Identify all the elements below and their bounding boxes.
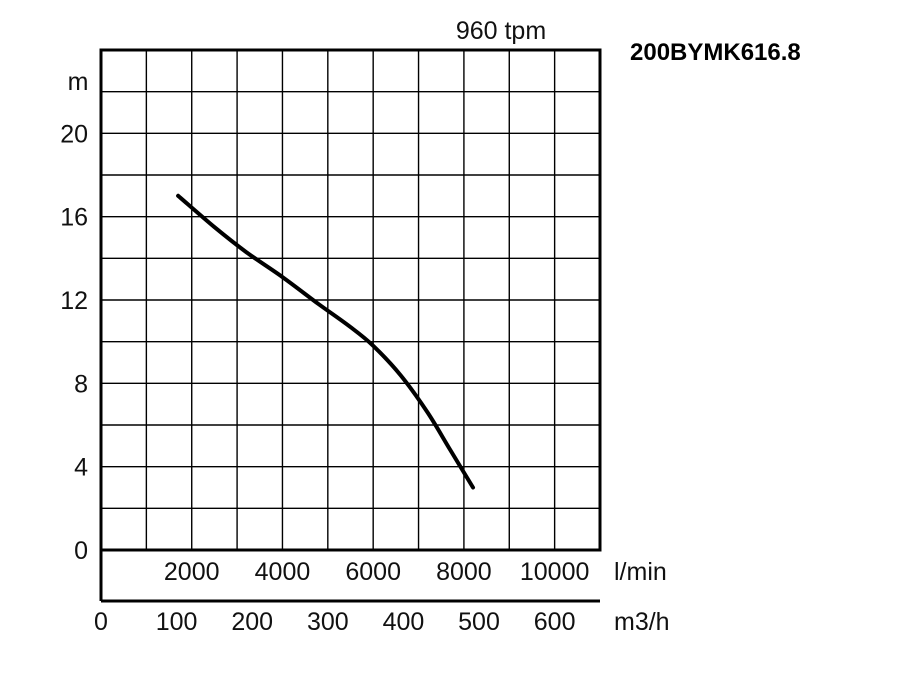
y-tick-label: 16 <box>60 204 88 232</box>
x-axis-unit-m3h: m3/h <box>614 608 670 636</box>
y-tick-label: 12 <box>60 287 88 315</box>
y-axis-unit-label: m <box>68 68 89 96</box>
x-tick-label-m3h: 200 <box>231 608 273 636</box>
plot-frame <box>99 48 602 552</box>
x-tick-labels-m3h: 0 100 200 300 400 500 600 <box>94 608 576 637</box>
x-tick-label-m3h: 400 <box>383 608 425 636</box>
x-tick-label-m3h: 500 <box>458 608 500 636</box>
model-title: 200BYMK616.8 <box>630 39 801 66</box>
x-tick-label-m3h: 0 <box>94 608 108 636</box>
x-axis-unit-lmin: l/min <box>614 558 667 586</box>
x-tick-label-m3h: 300 <box>307 608 349 636</box>
x-tick-label-lmin: 6000 <box>345 558 401 586</box>
speed-label: 960 tpm <box>456 17 546 45</box>
x-tick-label-lmin: 2000 <box>164 558 220 586</box>
y-tick-label: 8 <box>74 370 88 398</box>
x-tick-labels-lmin: 2000 4000 6000 8000 10000 <box>164 558 590 587</box>
x-tick-label-m3h: 100 <box>156 608 198 636</box>
head-flow-curve <box>176 193 475 490</box>
y-tick-label: 4 <box>74 454 88 482</box>
x-tick-label-m3h: 600 <box>534 608 576 636</box>
grid <box>101 50 600 550</box>
y-tick-label: 0 <box>74 537 88 565</box>
y-tick-label: 20 <box>60 120 88 148</box>
x-tick-label-lmin: 10000 <box>520 558 590 586</box>
x-tick-label-lmin: 4000 <box>255 558 311 586</box>
y-tick-labels: 0 4 8 12 16 20 <box>60 120 89 565</box>
x-tick-label-lmin: 8000 <box>436 558 492 586</box>
